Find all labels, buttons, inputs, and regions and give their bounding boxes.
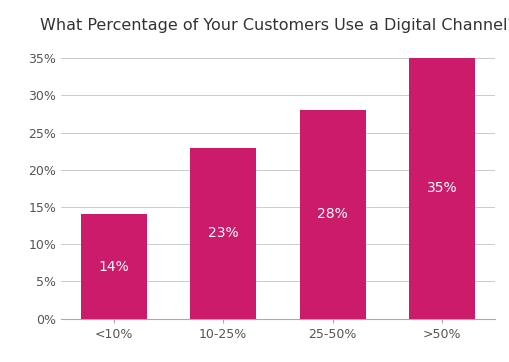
- Text: 23%: 23%: [208, 226, 238, 240]
- Text: 28%: 28%: [317, 207, 347, 222]
- Text: 14%: 14%: [98, 260, 129, 274]
- Text: 35%: 35%: [426, 181, 457, 195]
- Bar: [409, 58, 474, 319]
- Bar: [299, 110, 365, 319]
- Bar: [190, 148, 256, 319]
- Title: What Percentage of Your Customers Use a Digital Channel?: What Percentage of Your Customers Use a …: [40, 17, 509, 33]
- Bar: [81, 214, 146, 319]
